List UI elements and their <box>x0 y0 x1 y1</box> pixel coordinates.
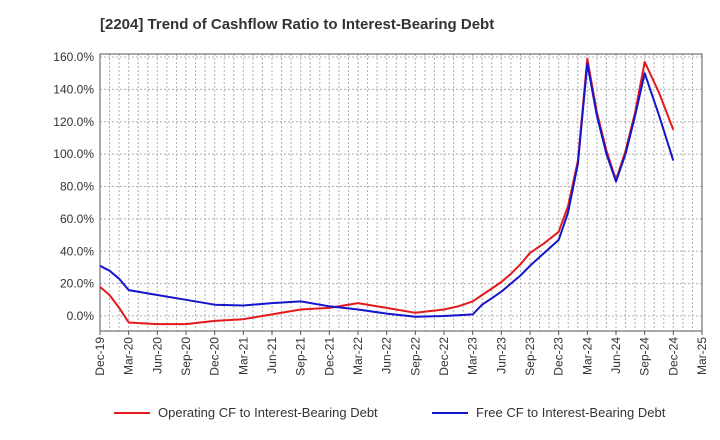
x-tick-label: Jun-22 <box>380 337 394 374</box>
tick-label-layer: 160.0% 140.0% 120.0% 100.0% 80.0% 60.0% 40.0% 2… <box>53 50 709 376</box>
x-tick-label: Sep-24 <box>638 337 652 376</box>
x-tick-label: Jun-21 <box>265 337 279 374</box>
x-tick-label: Dec-20 <box>208 337 222 376</box>
x-tick-label: Sep-23 <box>523 337 537 376</box>
y-tick-label: 0.0% <box>67 309 95 323</box>
legend-item-operating-cf: Operating CF to Interest-Bearing Debt <box>114 405 378 420</box>
grid-layer <box>99 54 703 331</box>
x-tick-label: Mar-20 <box>122 337 136 375</box>
y-tick-label: 20.0% <box>60 277 94 291</box>
legend-label: Operating CF to Interest-Bearing Debt <box>158 405 378 420</box>
y-tick-label: 160.0% <box>53 50 94 64</box>
x-tick-label: Mar-21 <box>236 337 250 375</box>
plot-area <box>100 54 702 331</box>
x-tick-label: Mar-24 <box>580 337 594 375</box>
legend-item-free-cf: Free CF to Interest-Bearing Debt <box>432 405 665 420</box>
legend: Operating CF to Interest-Bearing Debt Fr… <box>0 405 720 425</box>
x-tick-label: Jun-24 <box>609 337 623 374</box>
legend-label: Free CF to Interest-Bearing Debt <box>476 405 666 420</box>
axis-layer <box>99 53 703 335</box>
x-tick-label: Dec-22 <box>437 337 451 376</box>
legend-swatch-blue-line-icon <box>432 411 468 414</box>
y-tick-label: 140.0% <box>53 82 94 96</box>
x-tick-label: Dec-23 <box>552 337 566 376</box>
x-tick-label: Jun-23 <box>494 337 508 374</box>
y-tick-label: 80.0% <box>60 180 94 194</box>
x-tick-label: Jun-20 <box>150 337 164 374</box>
plot-border <box>99 53 703 332</box>
y-tick-label: 60.0% <box>60 212 94 226</box>
x-tick-label: Sep-22 <box>408 337 422 376</box>
y-tick-label: 40.0% <box>60 244 94 258</box>
x-tick-label: Sep-21 <box>294 337 308 376</box>
legend-swatch-red-line-icon <box>114 411 150 414</box>
series-layer <box>99 57 675 326</box>
x-tick-label: Mar-22 <box>351 337 365 375</box>
y-tick-label: 120.0% <box>53 115 94 129</box>
series-line-free-cf <box>99 62 675 318</box>
x-tick-label: Sep-20 <box>179 337 193 376</box>
x-tick-label: Dec-24 <box>666 337 680 376</box>
x-tick-label: Dec-19 <box>93 337 107 376</box>
x-tick-label: Mar-25 <box>695 337 709 375</box>
y-tick-label: 100.0% <box>53 147 94 161</box>
x-tick-label: Dec-21 <box>322 337 336 376</box>
chart-title: [2204] Trend of Cashflow Ratio to Intere… <box>100 16 495 33</box>
x-tick-label: Mar-23 <box>466 337 480 375</box>
